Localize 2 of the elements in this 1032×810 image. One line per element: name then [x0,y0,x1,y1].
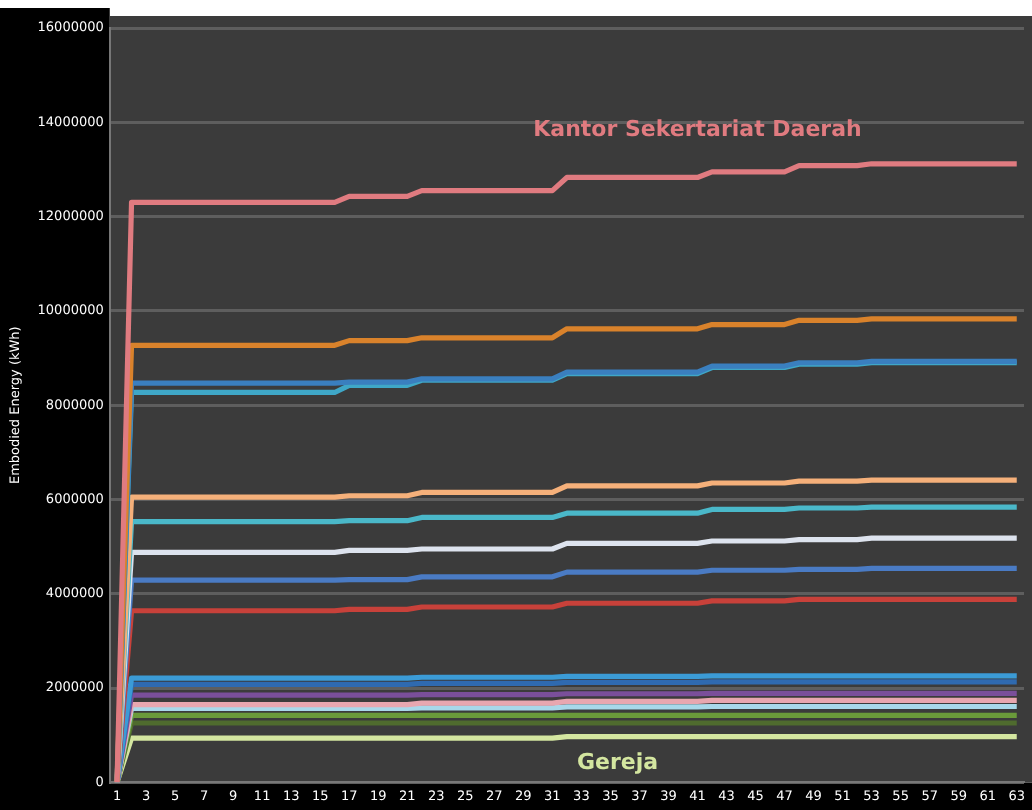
series-label: Kantor Sekertariat Daerah [533,116,862,143]
series-label: Gereja [576,749,659,776]
